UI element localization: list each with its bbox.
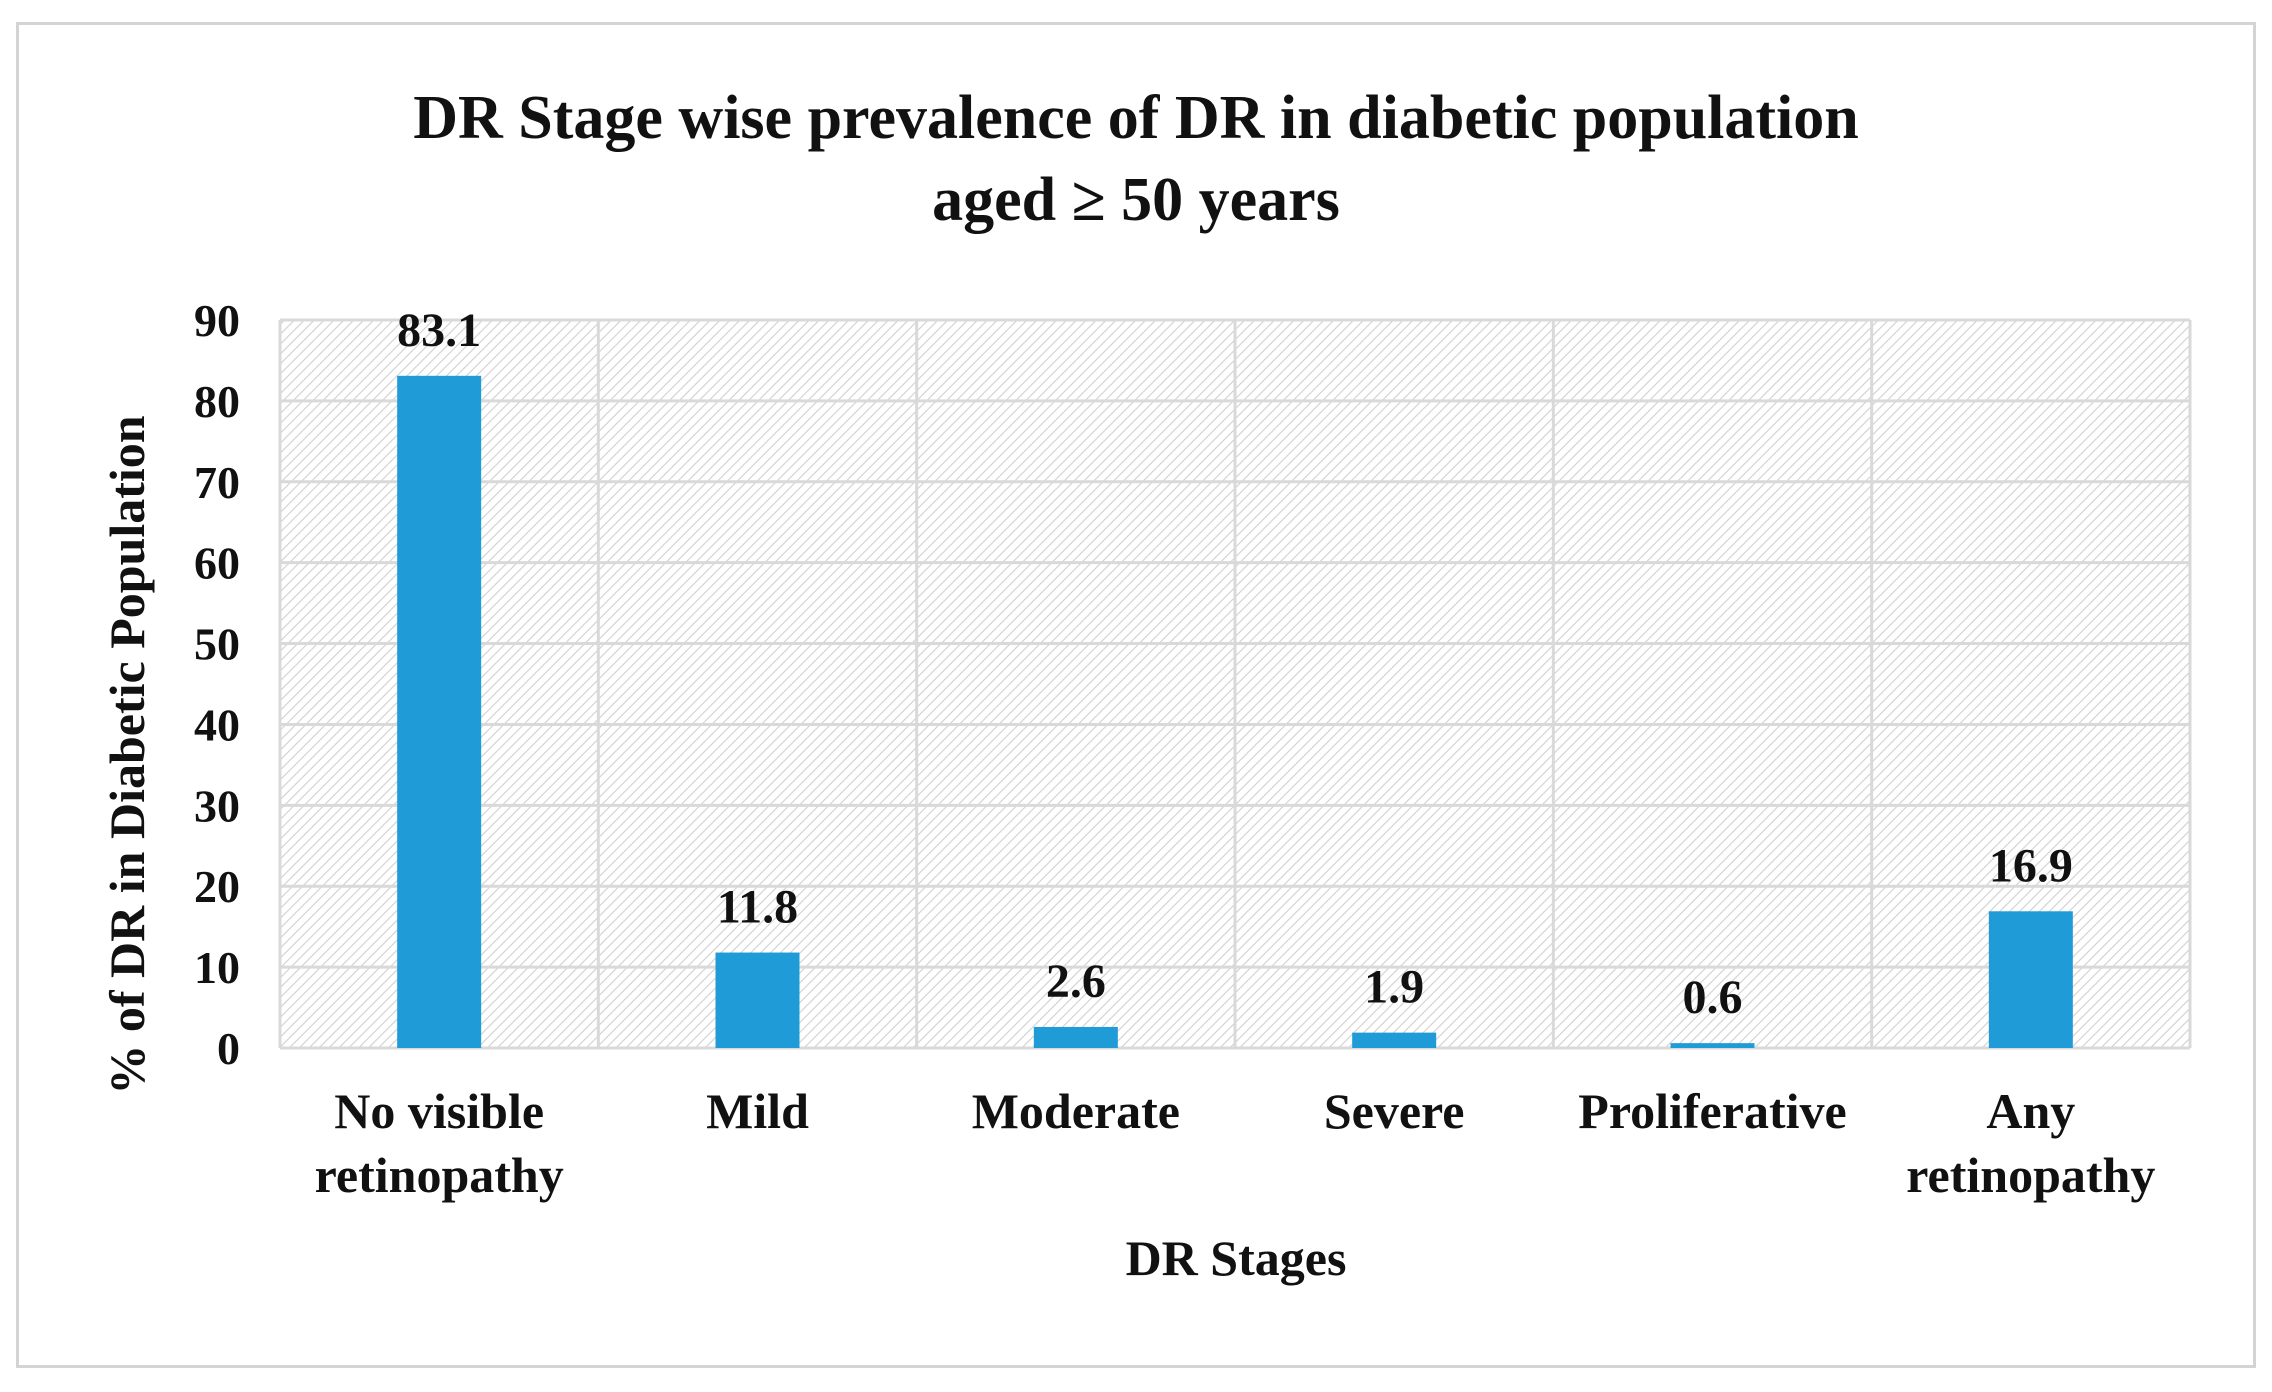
bar — [715, 952, 800, 1048]
data-label: 2.6 — [1046, 955, 1106, 1008]
x-category-label: Moderate — [972, 1083, 1180, 1139]
data-label: 16.9 — [1989, 839, 2073, 892]
y-tick-label: 20 — [194, 861, 240, 912]
data-label: 11.8 — [717, 881, 798, 934]
y-tick-label: 70 — [194, 457, 240, 508]
y-tick-label: 0 — [217, 1023, 240, 1074]
y-axis-ticks: 0 10 20 30 40 50 60 70 80 90 — [194, 295, 240, 1074]
bar — [1988, 911, 2073, 1048]
x-category-label: No visible — [334, 1083, 544, 1139]
x-category-label: Any — [1986, 1083, 2075, 1139]
y-tick-label: 90 — [194, 295, 240, 346]
data-label: 83.1 — [397, 304, 481, 357]
x-axis-title: DR Stages — [1126, 1230, 1347, 1286]
bars — [397, 375, 2073, 1048]
y-tick-label: 30 — [194, 780, 240, 831]
chart-title-line-2: aged ≥ 50 years — [932, 166, 1340, 234]
x-category-label: Proliferative — [1578, 1083, 1846, 1139]
x-category-label: retinopathy — [1906, 1147, 2155, 1203]
y-tick-label: 80 — [194, 376, 240, 427]
data-labels: 83.1 11.8 2.6 1.9 0.6 16.9 — [397, 304, 2073, 1024]
y-tick-label: 50 — [194, 619, 240, 670]
x-category-label: retinopathy — [315, 1147, 564, 1203]
bar — [1033, 1026, 1118, 1048]
y-tick-label: 10 — [194, 942, 240, 993]
x-axis-categories: No visible retinopathy Mild Moderate Severe P… — [315, 1083, 2156, 1203]
chart-title: DR Stage wise prevalence of DR in diabet… — [413, 84, 1859, 234]
x-category-label: Severe — [1324, 1083, 1465, 1139]
bar — [397, 375, 482, 1048]
x-category-label: Mild — [706, 1083, 809, 1139]
y-tick-label: 60 — [194, 538, 240, 589]
gridlines — [278, 318, 2192, 1050]
y-axis-title: % of DR in Diabetic Population — [99, 415, 155, 1094]
data-label: 0.6 — [1683, 971, 1743, 1024]
chart-title-line-1: DR Stage wise prevalence of DR in diabet… — [413, 84, 1859, 152]
y-tick-label: 40 — [194, 699, 240, 750]
bar — [1670, 1043, 1755, 1048]
data-label: 1.9 — [1364, 961, 1424, 1014]
bar — [1352, 1032, 1437, 1048]
